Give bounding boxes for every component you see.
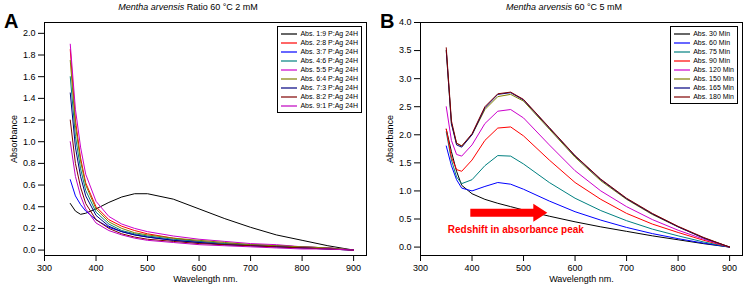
svg-text:0.0: 0.0 <box>23 245 36 255</box>
svg-text:1.0: 1.0 <box>399 186 412 196</box>
svg-text:2.0: 2.0 <box>23 28 36 38</box>
svg-text:300: 300 <box>413 263 428 273</box>
html-text:Mentha arvensis 60 °C 5 mM: Mentha arvensis 60 °C 5 mM <box>505 2 623 12</box>
svg-text:800: 800 <box>671 263 686 273</box>
svg-text:600: 600 <box>192 263 207 273</box>
html-text:Abs. 75 Min: Abs. 75 Min <box>693 48 731 55</box>
svg-text:700: 700 <box>619 263 634 273</box>
html-text:Mentha arvensis Ratio 60 °C 2: Mentha arvensis Ratio 60 °C 2 mM <box>118 2 258 12</box>
svg-text:Absorbance: Absorbance <box>9 115 19 163</box>
html-text:Abs. 4:6 P:Ag 24H: Abs. 4:6 P:Ag 24H <box>300 57 358 64</box>
html-text:Abs. 1:9 P:Ag 24H: Abs. 1:9 P:Ag 24H <box>300 30 358 37</box>
svg-text:4.0: 4.0 <box>399 17 412 27</box>
svg-text:1.2: 1.2 <box>23 115 36 125</box>
svg-text:1.6: 1.6 <box>23 72 36 82</box>
svg-text:Redshift in absorbance peak: Redshift in absorbance peak <box>448 224 585 235</box>
html-text:Abs. 60 Min: Abs. 60 Min <box>693 39 731 46</box>
svg-text:300: 300 <box>37 263 52 273</box>
html-text:Abs. 7:3 P:Ag 24H: Abs. 7:3 P:Ag 24H <box>300 84 358 91</box>
html-text:Abs. 6:4 P:Ag 24H: Abs. 6:4 P:Ag 24H <box>300 75 358 82</box>
svg-text:Wavelength nm.: Wavelength nm. <box>173 274 238 284</box>
svg-text:2.5: 2.5 <box>399 102 412 112</box>
html-text:Abs. 5:5 P:Ag 24H: Abs. 5:5 P:Ag 24H <box>300 66 358 73</box>
html-text:B: B <box>380 10 395 32</box>
html-text:A: A <box>4 10 19 32</box>
svg-text:1.4: 1.4 <box>23 93 36 103</box>
svg-text:0.4: 0.4 <box>23 202 36 212</box>
svg-text:1.5: 1.5 <box>399 158 412 168</box>
svg-text:500: 500 <box>140 263 155 273</box>
svg-text:1.8: 1.8 <box>23 50 36 60</box>
html-text:Abs. 9:1 P:Ag 24H: Abs. 9:1 P:Ag 24H <box>300 102 358 109</box>
html-text:Abs. 3:7 P:Ag 24H: Abs. 3:7 P:Ag 24H <box>300 48 358 55</box>
svg-text:0.0: 0.0 <box>399 242 412 252</box>
svg-text:400: 400 <box>89 263 104 273</box>
html-text:Abs. 165 Min: Abs. 165 Min <box>693 84 734 91</box>
svg-text:0.2: 0.2 <box>23 223 36 233</box>
svg-text:2.0: 2.0 <box>399 130 412 140</box>
svg-text:3.5: 3.5 <box>399 45 412 55</box>
svg-text:1.0: 1.0 <box>23 137 36 147</box>
svg-text:Wavelength nm.: Wavelength nm. <box>549 274 614 284</box>
svg-text:0.6: 0.6 <box>23 180 36 190</box>
html-text:Abs. 180 Min: Abs. 180 Min <box>693 93 734 100</box>
svg-text:800: 800 <box>295 263 310 273</box>
svg-text:0.8: 0.8 <box>23 158 36 168</box>
svg-text:700: 700 <box>243 263 258 273</box>
html-text:Abs. 150 Min: Abs. 150 Min <box>693 75 734 82</box>
svg-text:500: 500 <box>516 263 531 273</box>
html-text:Abs. 30 Min: Abs. 30 Min <box>693 30 731 37</box>
svg-text:900: 900 <box>346 263 361 273</box>
svg-text:Absorbance: Absorbance <box>385 115 395 163</box>
html-text:Abs. 2:8 P:Ag 24H: Abs. 2:8 P:Ag 24H <box>300 39 358 46</box>
svg-text:900: 900 <box>722 263 737 273</box>
svg-text:600: 600 <box>568 263 583 273</box>
svg-text:3.0: 3.0 <box>399 74 412 84</box>
svg-text:400: 400 <box>465 263 480 273</box>
html-text:Abs. 8:2 P:Ag 24H: Abs. 8:2 P:Ag 24H <box>300 93 358 100</box>
svg-text:0.5: 0.5 <box>399 214 412 224</box>
html-text:Abs. 120 Min: Abs. 120 Min <box>693 66 734 73</box>
html-text:Abs. 90 Min: Abs. 90 Min <box>693 57 731 64</box>
